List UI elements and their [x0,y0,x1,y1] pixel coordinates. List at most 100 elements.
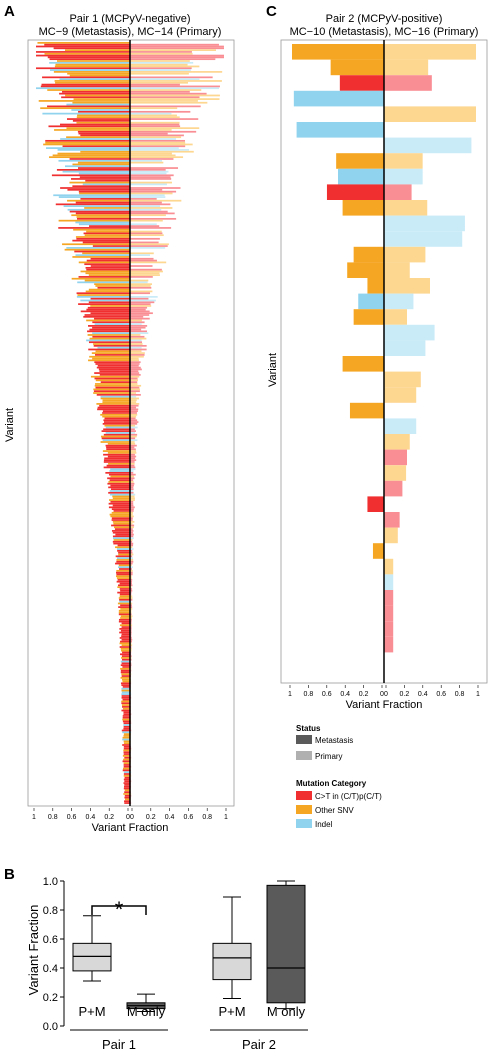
pair1-bar-primary [130,638,133,641]
pair1-bar-primary [130,121,180,124]
pair1-bar-metastasis [111,524,130,527]
pair1-bar-primary [130,537,134,540]
panel-a: A Pair 1 (MCPyV-negative) MC−9 (Metastas… [4,3,235,834]
pair1-bar-metastasis [101,437,130,440]
panel-letter-c: C [266,3,277,20]
pair2-bar-primary [384,324,435,341]
pair1-bar-primary [130,417,136,420]
pair1-bar-primary [130,475,134,478]
pair1-bar-metastasis [85,179,130,182]
pair1-bar-metastasis [122,744,130,746]
pair1-bar-metastasis [100,397,130,400]
pair2-bar-primary [384,387,417,403]
pair1-bar-metastasis [122,755,130,757]
pair1-bar-metastasis [95,363,130,365]
pair1-bar-primary [130,337,147,340]
pair1-bar-primary [130,234,164,237]
pair1-bar-primary [130,617,132,619]
pair1-bar-primary [130,477,135,480]
pair1-bar-metastasis [118,618,130,621]
pair1-bar-primary [130,281,148,284]
pair1-bar-metastasis [121,678,130,681]
pair1-bar-metastasis [106,464,130,467]
pair1-bar-metastasis [102,401,130,403]
pair1-bar-primary [130,584,133,587]
pair1-bar-primary [130,85,220,88]
pair1-bar-primary [130,383,138,385]
pair1-bar-metastasis [99,374,130,376]
pair1-ylabel: Variant [4,408,16,442]
box-plot: P+M M only Pair 1 P+M M only Pair 2 [70,880,308,1050]
pair2-bar-primary [384,246,426,263]
pair1-bar-metastasis [123,782,130,784]
pair1-bar-metastasis [44,52,130,55]
pair1-bar-primary [130,139,186,142]
pair1-bar-metastasis [119,642,130,645]
pair1-bar-metastasis [58,219,130,222]
pair1-bar-metastasis [44,43,130,46]
pair1-bar-primary [130,495,135,498]
pair1-ticks: 1 0.8 0.6 0.4 0.2 0 0 0.2 0.4 0.6 0.8 1 [32,808,228,821]
pair1-bar-metastasis [120,671,130,674]
pair1-bar-metastasis [107,477,130,480]
pair1-bar-metastasis [104,417,130,420]
pair1-bar-metastasis [123,749,130,752]
pair1-bar-primary [130,595,133,598]
pair1-bar-primary [130,413,138,416]
pair1-bar-metastasis [92,245,130,247]
pair1-bar-primary [130,606,133,608]
pair1-bar-metastasis [77,217,130,220]
pair1-bar-metastasis [109,513,130,516]
pair1-bar-metastasis [88,274,130,276]
pair1-bar-metastasis [86,319,130,322]
pair1-bar-metastasis [122,716,130,719]
pair1-bar-metastasis [120,667,130,670]
pair1-bar-primary [130,384,142,387]
pair1-bar-metastasis [49,58,130,61]
pair1-bar-metastasis [101,430,130,432]
pair1-bar-metastasis [66,103,130,106]
pair1-bar-metastasis [113,510,130,512]
box-ytick-label: 0.2 [43,992,58,1004]
pair1-bar-primary [130,161,164,164]
box-iqr [72,942,112,972]
pair1-bar-metastasis [76,116,130,119]
pair1-bar-primary [130,435,137,438]
pair1-bar-metastasis [113,542,130,545]
pair1-bar-primary [130,444,137,447]
pair1-bar-primary [130,105,201,108]
pair1-bar-metastasis [113,537,130,540]
pair1-bar-metastasis [123,762,130,764]
pair1-bar-metastasis [120,629,130,632]
pair1-bar-metastasis [103,428,130,431]
pair1-bar-primary [130,170,169,173]
pair1-bar-metastasis [95,354,130,356]
pair1-bar-metastasis [94,283,130,286]
box-category-label: M only [267,1004,306,1019]
pair1-bar-primary [130,303,151,305]
pair2-tick-label-left: 0.2 [359,691,369,698]
pair1-bar-primary [130,644,133,647]
pair1-bar-metastasis [71,277,130,280]
pair1-bars [36,42,224,804]
pair1-bar-metastasis [108,491,130,494]
pair1-bar-primary [130,499,135,501]
pair1-bar-metastasis [103,461,130,463]
pair1-bar-metastasis [121,691,130,694]
pair1-bar-primary [130,61,194,64]
pair1-bar-primary [130,98,220,100]
pair1-bar-metastasis [122,651,130,654]
pair1-bar-metastasis [38,100,131,102]
pair1-bar-metastasis [94,377,130,380]
pair1-bar-metastasis [79,176,130,178]
pair1-bar-primary [130,461,135,463]
pair1-bar-metastasis [36,54,130,57]
pair1-bar-metastasis [82,241,130,244]
pair2-tick-label-right: 0.6 [436,691,446,698]
pair1-bar-metastasis [59,92,131,95]
pair2-tick-label-right: 1 [476,691,480,698]
pair1-bar-metastasis [121,673,130,676]
pair1-bar-metastasis [88,341,130,344]
pair1-bar-metastasis [102,439,130,442]
pair1-bar-metastasis [121,644,130,647]
